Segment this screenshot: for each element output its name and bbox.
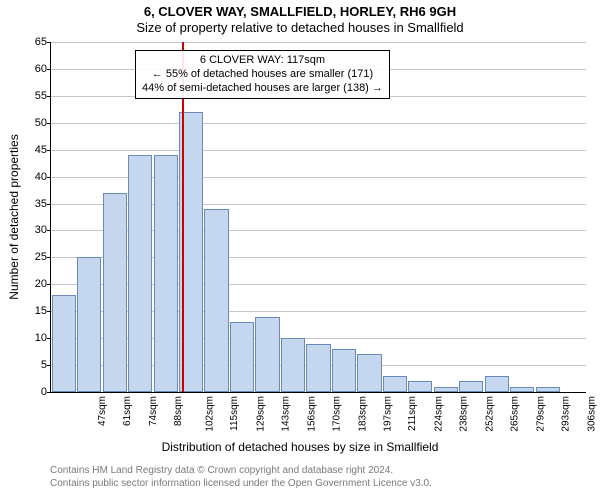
y-tick-label: 30 bbox=[17, 224, 47, 236]
y-tick-mark bbox=[47, 42, 51, 43]
histogram-bar bbox=[536, 387, 560, 392]
y-tick-mark bbox=[47, 257, 51, 258]
gridline bbox=[51, 150, 586, 151]
histogram-bar bbox=[154, 155, 178, 392]
plot-area: 6 CLOVER WAY: 117sqm ← 55% of detached h… bbox=[50, 42, 586, 393]
x-tick-label: 183sqm bbox=[357, 396, 368, 432]
histogram-bar bbox=[332, 349, 356, 392]
y-tick-mark bbox=[47, 284, 51, 285]
y-tick-label: 0 bbox=[17, 386, 47, 398]
y-tick-label: 35 bbox=[17, 198, 47, 210]
x-tick-label: 293sqm bbox=[561, 396, 572, 432]
x-tick-label: 252sqm bbox=[484, 396, 495, 432]
annotation-line-3: 44% of semi-detached houses are larger (… bbox=[142, 82, 383, 96]
annotation-line-2: ← 55% of detached houses are smaller (17… bbox=[142, 68, 383, 82]
histogram-bar bbox=[230, 322, 254, 392]
x-tick-label: 156sqm bbox=[306, 396, 317, 432]
y-tick-mark bbox=[47, 204, 51, 205]
y-tick-mark bbox=[47, 123, 51, 124]
y-tick-label: 10 bbox=[17, 332, 47, 344]
y-tick-label: 25 bbox=[17, 251, 47, 263]
x-tick-label: 102sqm bbox=[204, 396, 215, 432]
gridline bbox=[51, 96, 586, 97]
y-tick-label: 20 bbox=[17, 278, 47, 290]
footnote-licence: Contains public sector information licen… bbox=[50, 478, 432, 489]
footnote-copyright: Contains HM Land Registry data © Crown c… bbox=[50, 465, 393, 476]
x-tick-label: 88sqm bbox=[173, 396, 184, 426]
annotation-line-1: 6 CLOVER WAY: 117sqm bbox=[142, 54, 383, 68]
histogram-bar bbox=[255, 317, 279, 392]
histogram-bar bbox=[408, 381, 432, 392]
x-tick-label: 61sqm bbox=[122, 396, 133, 426]
y-tick-mark bbox=[47, 96, 51, 97]
x-tick-label: 170sqm bbox=[332, 396, 343, 432]
x-tick-label: 143sqm bbox=[281, 396, 292, 432]
y-tick-label: 40 bbox=[17, 171, 47, 183]
histogram-bar bbox=[128, 155, 152, 392]
x-tick-label: 115sqm bbox=[229, 396, 240, 431]
x-tick-label: 306sqm bbox=[586, 396, 597, 432]
y-tick-label: 45 bbox=[17, 144, 47, 156]
histogram-bar bbox=[357, 354, 381, 392]
y-tick-mark bbox=[47, 177, 51, 178]
histogram-bar bbox=[281, 338, 305, 392]
y-tick-label: 55 bbox=[17, 90, 47, 102]
histogram-bar bbox=[434, 387, 458, 392]
histogram-bar bbox=[459, 381, 483, 392]
histogram-bar bbox=[510, 387, 534, 392]
x-tick-label: 224sqm bbox=[434, 396, 445, 432]
y-tick-mark bbox=[47, 69, 51, 70]
y-tick-label: 5 bbox=[17, 359, 47, 371]
histogram-bar bbox=[77, 257, 101, 392]
y-tick-mark bbox=[47, 230, 51, 231]
y-tick-mark bbox=[47, 311, 51, 312]
annotation-box: 6 CLOVER WAY: 117sqm ← 55% of detached h… bbox=[135, 50, 390, 99]
y-tick-mark bbox=[47, 150, 51, 151]
histogram-bar bbox=[103, 193, 127, 392]
histogram-bar bbox=[52, 295, 76, 392]
histogram-bar bbox=[179, 112, 203, 392]
y-tick-label: 50 bbox=[17, 117, 47, 129]
x-tick-label: 47sqm bbox=[97, 396, 108, 426]
x-tick-label: 211sqm bbox=[407, 396, 418, 431]
x-tick-label: 129sqm bbox=[255, 396, 266, 432]
histogram-bar bbox=[485, 376, 509, 392]
page-subtitle: Size of property relative to detached ho… bbox=[0, 20, 600, 35]
y-tick-label: 15 bbox=[17, 305, 47, 317]
histogram-bar bbox=[306, 344, 330, 392]
y-tick-mark bbox=[47, 338, 51, 339]
y-tick-mark bbox=[47, 392, 51, 393]
chart-container: 6, CLOVER WAY, SMALLFIELD, HORLEY, RH6 9… bbox=[0, 0, 600, 500]
page-title-address: 6, CLOVER WAY, SMALLFIELD, HORLEY, RH6 9… bbox=[0, 4, 600, 19]
y-tick-label: 65 bbox=[17, 36, 47, 48]
histogram-bar bbox=[383, 376, 407, 392]
y-tick-mark bbox=[47, 365, 51, 366]
x-axis-label: Distribution of detached houses by size … bbox=[0, 440, 600, 454]
x-tick-label: 238sqm bbox=[459, 396, 470, 432]
histogram-bar bbox=[204, 209, 228, 392]
gridline bbox=[51, 42, 586, 43]
x-tick-label: 279sqm bbox=[535, 396, 546, 432]
x-tick-label: 197sqm bbox=[383, 396, 394, 432]
x-tick-label: 74sqm bbox=[148, 396, 159, 426]
y-axis-label: Number of detached properties bbox=[7, 134, 21, 299]
x-tick-label: 265sqm bbox=[510, 396, 521, 432]
y-tick-label: 60 bbox=[17, 63, 47, 75]
gridline bbox=[51, 69, 586, 70]
gridline bbox=[51, 123, 586, 124]
